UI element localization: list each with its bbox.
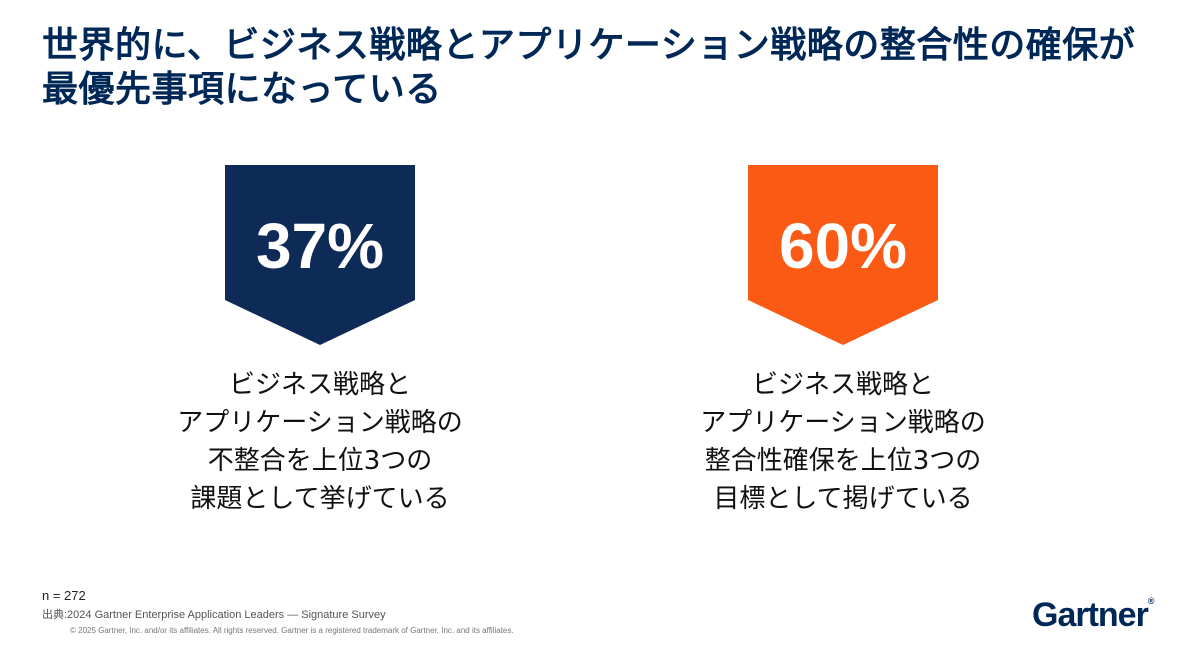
- description-line: アプリケーション戦略の: [700, 408, 986, 438]
- pentagon-arrow-shape: [225, 165, 415, 345]
- page-title-line-2: 最優先事項になっている: [42, 69, 442, 110]
- description-line: ビジネス戦略と: [228, 370, 411, 400]
- pentagon-arrow-shape: [748, 165, 938, 345]
- description-line: アプリケーション戦略の: [177, 408, 463, 438]
- registered-mark: ®: [1147, 596, 1155, 606]
- copyright-notice: © 2025 Gartner, Inc. and/or its affiliat…: [70, 626, 514, 635]
- description-line: 目標として掲げている: [713, 484, 973, 514]
- stat-value: 60%: [778, 210, 908, 282]
- page-title-line-1: 世界的に、ビジネス戦略とアプリケーション戦略の整合性の確保が: [42, 25, 1136, 66]
- description-line: 整合性確保を上位3つの: [704, 446, 982, 476]
- sample-size: n = 272: [42, 588, 86, 603]
- stat-badge-60: 60%: [748, 165, 938, 345]
- description-line: 不整合を上位3つの: [207, 446, 433, 476]
- stat-badge-37: 37%: [225, 165, 415, 345]
- stat-description-right: ビジネス戦略と アプリケーション戦略の 整合性確保を上位3つの 目標として掲げて…: [633, 366, 1053, 518]
- gartner-logo: Gartner®: [1032, 596, 1154, 635]
- description-line: ビジネス戦略と: [751, 370, 934, 400]
- stat-description-left: ビジネス戦略と アプリケーション戦略の 不整合を上位3つの 課題として挙げている: [110, 366, 530, 518]
- description-line: 課題として挙げている: [190, 484, 450, 514]
- logo-text: Gartner: [1032, 596, 1149, 634]
- page-title: 世界的に、ビジネス戦略とアプリケーション戦略の整合性の確保が 最優先事項になって…: [42, 24, 1182, 112]
- source-note: 出典:2024 Gartner Enterprise Application L…: [42, 609, 386, 621]
- stat-value: 37%: [255, 210, 385, 282]
